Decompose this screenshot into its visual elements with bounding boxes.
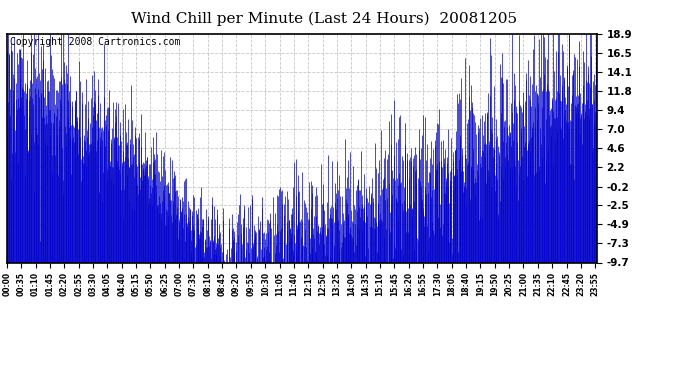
Text: Copyright 2008 Cartronics.com: Copyright 2008 Cartronics.com xyxy=(10,37,180,47)
Text: Wind Chill per Minute (Last 24 Hours)  20081205: Wind Chill per Minute (Last 24 Hours) 20… xyxy=(131,11,518,26)
